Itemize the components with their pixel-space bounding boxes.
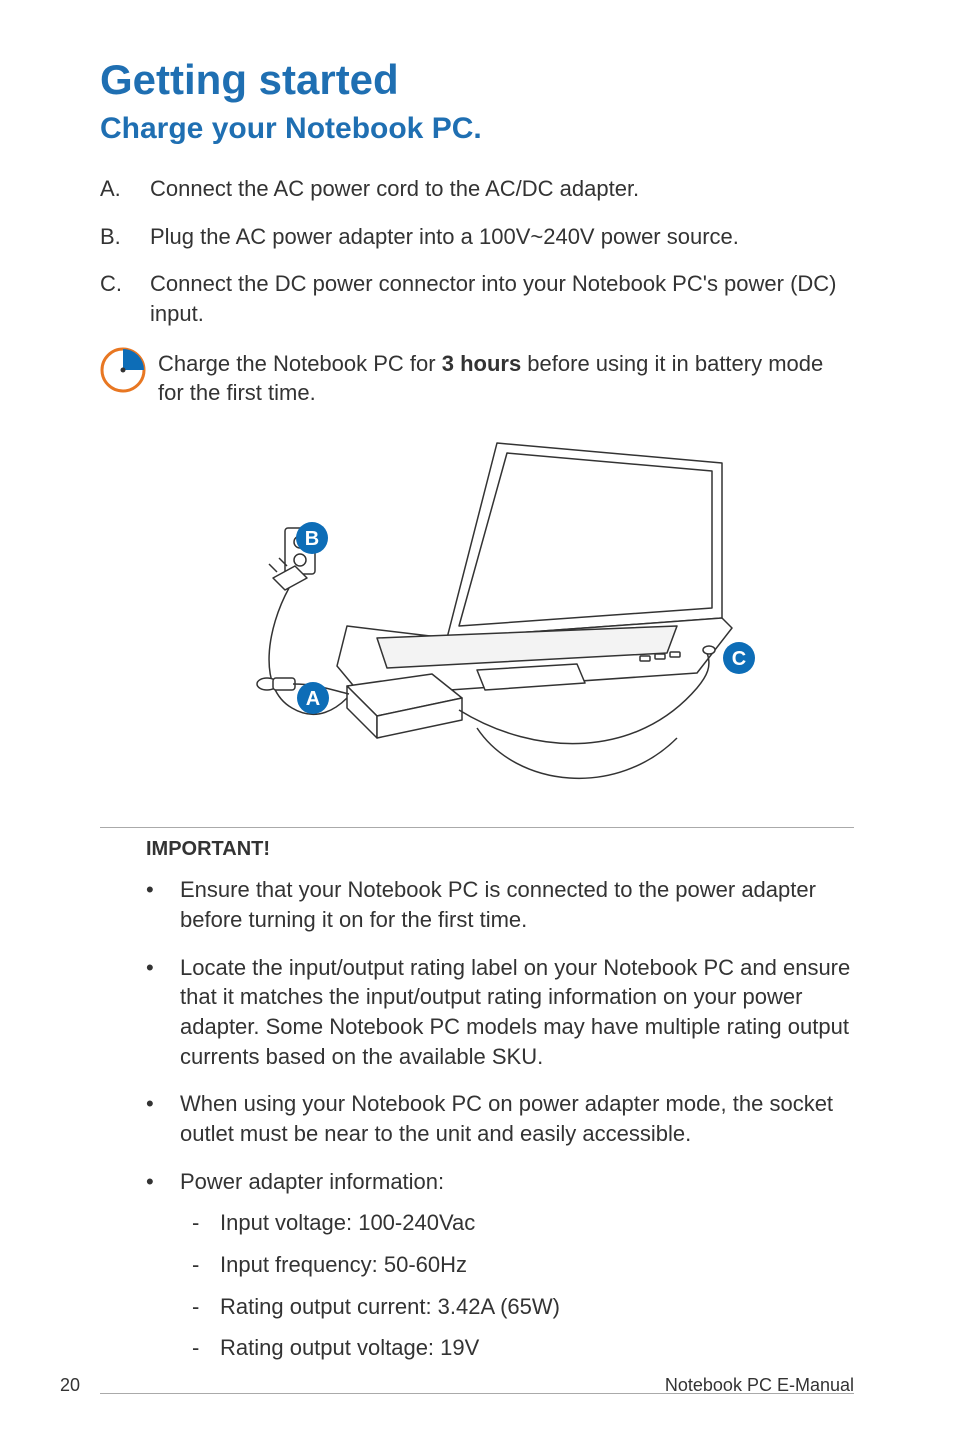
- page-footer: 20 Notebook PC E-Manual: [60, 1375, 854, 1396]
- page-subtitle: Charge your Notebook PC.: [100, 112, 854, 146]
- step-text: Connect the DC power connector into your…: [150, 269, 854, 328]
- important-heading: IMPORTANT!: [146, 838, 854, 861]
- doc-title: Notebook PC E-Manual: [665, 1375, 854, 1396]
- adapter-info-item: -Rating output voltage: 19V: [192, 1333, 560, 1363]
- adapter-info-item: -Input frequency: 50-60Hz: [192, 1250, 560, 1280]
- charging-diagram: B A C: [100, 428, 854, 813]
- bullet-icon: •: [146, 875, 180, 934]
- step-text: Plug the AC power adapter into a 100V~24…: [150, 222, 739, 252]
- page-title: Getting started: [100, 56, 854, 104]
- adapter-info-item: -Input voltage: 100-240Vac: [192, 1208, 560, 1238]
- svg-text:A: A: [306, 688, 320, 710]
- step-c: C. Connect the DC power connector into y…: [100, 269, 854, 328]
- charge-note: Charge the Notebook PC for 3 hours befor…: [100, 347, 854, 408]
- step-text: Connect the AC power cord to the AC/DC a…: [150, 174, 639, 204]
- step-marker: B.: [100, 222, 150, 252]
- important-item: • Locate the input/output rating label o…: [146, 953, 854, 1072]
- clock-icon: [100, 347, 158, 399]
- important-item: • When using your Notebook PC on power a…: [146, 1089, 854, 1148]
- step-marker: C.: [100, 269, 150, 328]
- steps-list: A. Connect the AC power cord to the AC/D…: [100, 174, 854, 329]
- step-a: A. Connect the AC power cord to the AC/D…: [100, 174, 854, 204]
- adapter-info-list: -Input voltage: 100-240Vac -Input freque…: [180, 1208, 560, 1363]
- step-marker: A.: [100, 174, 150, 204]
- bullet-icon: •: [146, 953, 180, 1072]
- important-list: • Ensure that your Notebook PC is connec…: [100, 875, 854, 1375]
- svg-text:B: B: [305, 528, 319, 550]
- step-b: B. Plug the AC power adapter into a 100V…: [100, 222, 854, 252]
- divider: [100, 827, 854, 828]
- adapter-info-item: -Rating output current: 3.42A (65W): [192, 1292, 560, 1322]
- bullet-icon: •: [146, 1167, 180, 1375]
- charge-note-text: Charge the Notebook PC for 3 hours befor…: [158, 347, 854, 408]
- bullet-icon: •: [146, 1089, 180, 1148]
- svg-text:C: C: [732, 648, 746, 670]
- page-number: 20: [60, 1375, 80, 1396]
- important-item: • Ensure that your Notebook PC is connec…: [146, 875, 854, 934]
- important-item: • Power adapter information: -Input volt…: [146, 1167, 854, 1375]
